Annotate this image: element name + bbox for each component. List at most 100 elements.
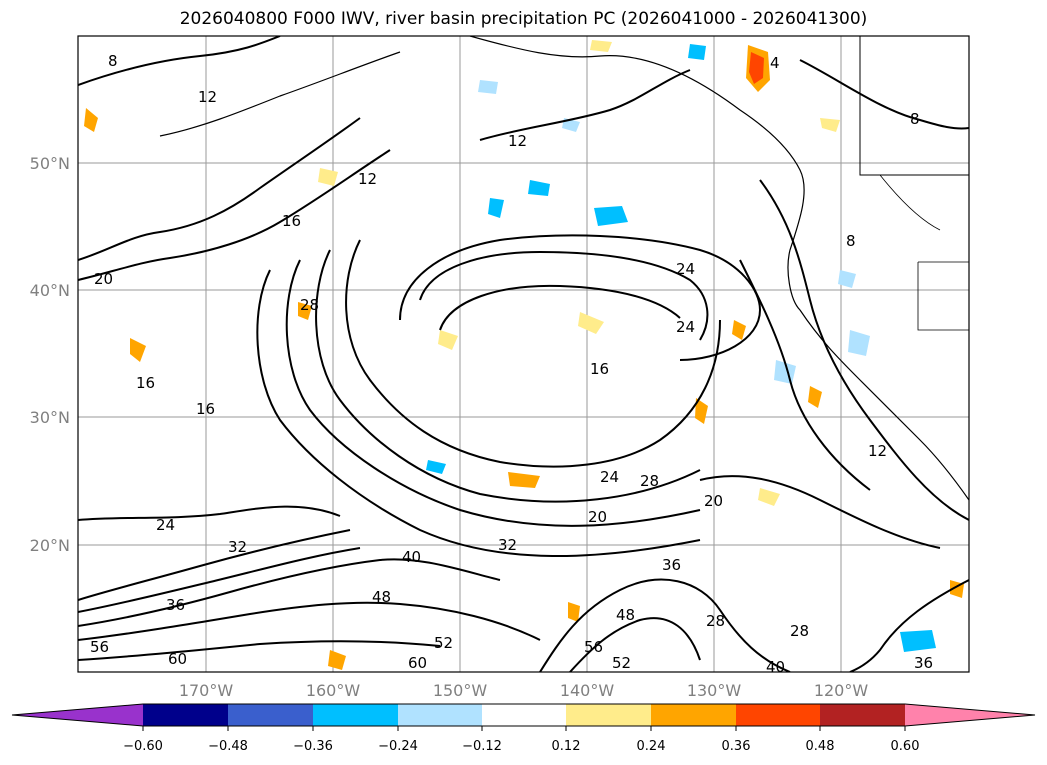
contour-line xyxy=(345,239,721,468)
contour-label: 24 xyxy=(676,318,695,336)
contour-label: 28 xyxy=(790,622,809,640)
colorbar-ticks xyxy=(142,726,906,731)
graticule xyxy=(78,36,969,672)
colorbar-segment xyxy=(228,704,313,726)
colorbar-tick-label: 0.36 xyxy=(722,739,751,754)
precip-patch xyxy=(438,330,458,350)
precip-patch xyxy=(732,320,746,340)
precip-patch xyxy=(84,108,98,132)
contour-label: 48 xyxy=(372,588,391,606)
colorbar-segment xyxy=(143,704,228,726)
contour-label: 60 xyxy=(408,654,427,672)
colorbar-tick-label: −0.36 xyxy=(293,739,333,754)
contour-label: 24 xyxy=(156,516,175,534)
contour-label: 24 xyxy=(600,468,619,486)
precip-patch xyxy=(820,118,840,132)
colorbar-tick-label: −0.24 xyxy=(378,739,418,754)
contour-line xyxy=(539,578,791,672)
contour-line xyxy=(799,59,969,130)
precip-patch xyxy=(590,40,612,52)
contour-line xyxy=(285,259,701,527)
lon-tick-label: 170°W xyxy=(179,681,234,700)
contour-label: 56 xyxy=(90,638,109,656)
precip-patch xyxy=(838,270,856,288)
colorbar-segment xyxy=(820,704,905,726)
contour-label: 12 xyxy=(868,442,887,460)
contour-label: 12 xyxy=(508,132,527,150)
precip-patch xyxy=(578,312,604,334)
precip-patch xyxy=(808,386,822,408)
contour-line xyxy=(439,284,681,331)
contour-label: 12 xyxy=(358,170,377,188)
contour-line xyxy=(759,179,969,521)
contour-label: 20 xyxy=(704,492,723,510)
contour-label: 48 xyxy=(616,606,635,624)
colorbar-segment xyxy=(313,704,398,726)
contour-label: 16 xyxy=(196,400,215,418)
iwv-contours xyxy=(78,36,969,672)
contour-line xyxy=(569,617,701,672)
contour-line xyxy=(315,249,701,503)
lon-tick-label: 130°W xyxy=(687,681,742,700)
contour-label: 36 xyxy=(662,556,681,574)
contour-label: 16 xyxy=(282,212,301,230)
longitude-axis: 170°W 160°W 150°W 140°W 130°W 120°W xyxy=(179,681,869,700)
lat-tick-label: 30°N xyxy=(30,408,70,427)
colorbar-segment xyxy=(736,704,820,726)
contour-label: 32 xyxy=(498,536,517,554)
contour-label: 56 xyxy=(584,638,603,656)
colorbar-tick-label: 0.60 xyxy=(891,739,920,754)
contour-line xyxy=(849,579,969,672)
contour-line xyxy=(78,149,391,281)
contour-line xyxy=(78,558,501,627)
precip-patch xyxy=(688,44,706,60)
colorbar-tick-label: 0.48 xyxy=(806,739,835,754)
colorbar: −0.60 −0.48 −0.36 −0.24 −0.12 0.12 0.24 … xyxy=(11,703,1036,754)
precip-patch xyxy=(749,52,764,84)
lon-tick-label: 150°W xyxy=(433,681,488,700)
lat-tick-label: 40°N xyxy=(30,281,70,300)
contour-line xyxy=(78,36,281,86)
contour-line xyxy=(78,529,351,601)
contour-label: 28 xyxy=(706,612,725,630)
lon-tick-label: 120°W xyxy=(814,681,869,700)
precip-patch xyxy=(318,168,338,186)
precip-patch xyxy=(568,602,580,622)
contour-line xyxy=(419,250,709,341)
contour-line xyxy=(78,601,541,641)
colorbar-segment xyxy=(566,704,651,726)
contour-label: 20 xyxy=(94,270,113,288)
contour-line xyxy=(78,505,341,521)
precip-patch xyxy=(758,488,780,506)
contour-line xyxy=(399,234,762,361)
precip-patch xyxy=(508,472,540,488)
contour-label: 8 xyxy=(108,52,118,70)
contour-line xyxy=(479,69,691,141)
colorbar-tick-label: −0.60 xyxy=(123,739,163,754)
precip-patch xyxy=(478,80,498,94)
contour-line xyxy=(78,640,441,661)
contour-label: 20 xyxy=(588,508,607,526)
precip-patch xyxy=(328,650,346,670)
contour-label: 28 xyxy=(300,296,319,314)
precip-patch xyxy=(695,398,708,424)
contour-label: 4 xyxy=(770,54,780,72)
contour-label: 52 xyxy=(612,654,631,672)
colorbar-tick-label: −0.48 xyxy=(208,739,248,754)
contour-line xyxy=(739,259,871,491)
map-frame xyxy=(77,35,970,673)
colorbar-extend-right xyxy=(905,704,1035,726)
colorbar-extend-left xyxy=(12,704,143,726)
contour-label: 40 xyxy=(766,658,785,676)
colorbar-tick-label: 0.24 xyxy=(637,739,666,754)
colorbar-tick-label: −0.12 xyxy=(462,739,502,754)
lon-tick-label: 140°W xyxy=(560,681,615,700)
map-area xyxy=(78,36,969,672)
lat-tick-label: 50°N xyxy=(30,154,70,173)
colorbar-segment xyxy=(398,704,482,726)
contour-labels: 8 12 12 12 16 16 16 16 20 20 20 24 24 24… xyxy=(90,52,933,676)
contour-label: 8 xyxy=(910,110,920,128)
contour-label: 36 xyxy=(914,654,933,672)
contour-label: 36 xyxy=(166,596,185,614)
